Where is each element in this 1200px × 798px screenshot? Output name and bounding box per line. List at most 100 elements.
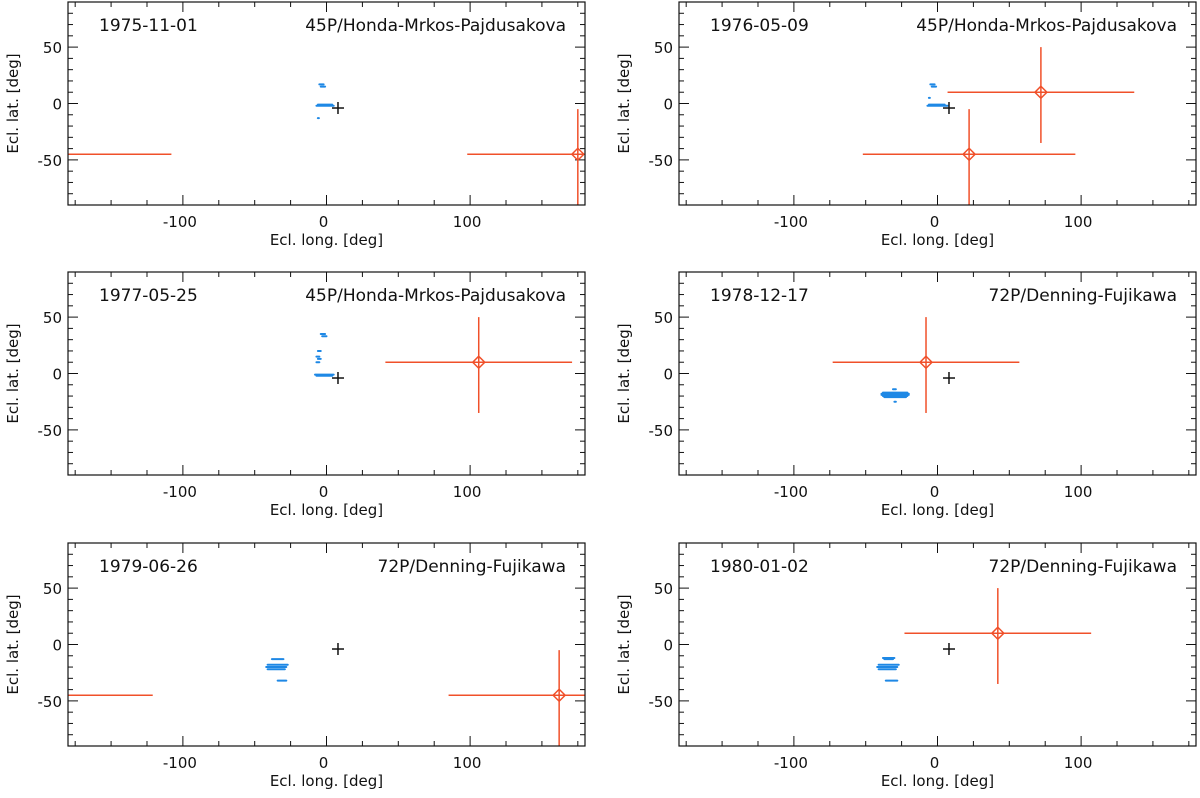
minor-ticks	[679, 543, 1196, 746]
chart-panel-2: -100 0 100 -50 0 50 Ecl. long. [deg] Ecl. lat. …	[615, 1, 1197, 249]
source-1	[68, 650, 585, 746]
chart-panel-6: -100 0 100 -50 0 50 Ecl. long. [deg] Ecl. lat. …	[615, 542, 1197, 790]
y-tick-label: -50	[649, 693, 674, 711]
x-axis-label: Ecl. long. [deg]	[270, 772, 383, 790]
x-tick-label: -100	[163, 483, 197, 501]
source-1	[832, 317, 1020, 413]
x-axis-label: Ecl. long. [deg]	[270, 231, 383, 249]
plot-frame	[678, 542, 1197, 747]
date-label: 1977-05-25	[99, 286, 198, 306]
x-tick-label: 100	[1064, 754, 1093, 772]
plus-marker	[942, 102, 955, 115]
y-tick-label: -50	[649, 152, 674, 170]
plus-marker	[942, 643, 955, 656]
y-tick-label: -50	[38, 152, 63, 170]
y-tick-label: 50	[654, 309, 673, 327]
y-tick-label: 0	[663, 637, 673, 655]
y-tick-label: 0	[663, 96, 673, 114]
diamond-marker	[918, 355, 934, 370]
y-axis-label: Ecl. lat. [deg]	[615, 594, 633, 694]
dust-trails	[880, 388, 910, 403]
x-tick-label: 0	[319, 213, 329, 231]
chart-panel-1: -100 0 100 -50 0 50 Ecl. long. [deg] Ecl. lat. …	[4, 1, 586, 249]
y-axis-label: Ecl. lat. [deg]	[4, 53, 22, 153]
chart-panel-3: -100 0 100 -50 0 50 Ecl. long. [deg] Ecl. lat. …	[4, 271, 586, 519]
y-tick-label: 50	[43, 39, 62, 57]
y-tick-label: 0	[52, 96, 62, 114]
x-tick-label: -100	[163, 754, 197, 772]
x-axis-label: Ecl. long. [deg]	[881, 772, 994, 790]
major-ticks	[679, 2, 1196, 205]
date-label: 1979-06-26	[99, 557, 198, 577]
x-tick-label: 0	[319, 754, 329, 772]
dust-trails	[315, 83, 335, 120]
minor-ticks	[68, 543, 585, 746]
y-tick-label: 50	[43, 580, 62, 598]
x-tick-label: 100	[453, 213, 482, 231]
comet-label: 72P/Denning-Fujikawa	[989, 557, 1178, 577]
chart-panel-5: -100 0 100 -50 0 50 Ecl. long. [deg] Ecl. lat. …	[4, 542, 586, 790]
plus-marker	[942, 372, 955, 385]
diamond-marker	[471, 355, 486, 370]
plus-marker	[331, 102, 344, 115]
source-1	[947, 47, 1135, 143]
x-tick-label: -100	[774, 213, 808, 231]
plot-area	[68, 83, 585, 205]
x-tick-label: -100	[774, 483, 808, 501]
plot-area	[832, 317, 1020, 413]
date-label: 1975-11-01	[99, 16, 198, 36]
major-ticks	[679, 543, 1196, 746]
comet-label: 45P/Honda-Mrkos-Pajdusakova	[916, 16, 1177, 36]
x-tick-label: 100	[453, 483, 482, 501]
source-1	[68, 109, 585, 205]
plot-frame	[67, 271, 586, 476]
x-tick-label: 0	[930, 213, 940, 231]
chart-panel-4: -100 0 100 -50 0 50 Ecl. long. [deg] Ecl. lat. …	[615, 271, 1197, 519]
dust-trails	[265, 658, 289, 682]
minor-ticks	[68, 272, 585, 475]
source-1	[904, 588, 1092, 684]
y-axis-label: Ecl. lat. [deg]	[615, 53, 633, 153]
date-label: 1978-12-17	[710, 286, 809, 306]
y-axis-label: Ecl. lat. [deg]	[4, 323, 22, 423]
x-axis-label: Ecl. long. [deg]	[881, 501, 994, 519]
x-tick-label: 100	[453, 754, 482, 772]
minor-ticks	[679, 2, 1196, 205]
y-tick-label: 50	[43, 309, 62, 327]
y-tick-label: 0	[663, 366, 673, 384]
y-tick-label: -50	[38, 693, 63, 711]
plot-area	[314, 317, 573, 413]
x-tick-label: 0	[930, 483, 940, 501]
major-ticks	[68, 272, 585, 475]
diamond-marker	[990, 626, 1005, 641]
plot-frame	[678, 1, 1197, 206]
y-axis-label: Ecl. lat. [deg]	[4, 594, 22, 694]
diamond-marker	[962, 147, 977, 162]
plot-frame	[67, 542, 586, 747]
y-axis-label: Ecl. lat. [deg]	[615, 323, 633, 423]
x-axis-label: Ecl. long. [deg]	[270, 501, 383, 519]
x-tick-label: 0	[930, 754, 940, 772]
x-tick-label: 100	[1064, 483, 1093, 501]
dust-trails	[314, 333, 335, 377]
comet-label: 45P/Honda-Mrkos-Pajdusakova	[305, 286, 566, 306]
plus-marker	[331, 372, 344, 385]
y-tick-label: 0	[52, 637, 62, 655]
y-tick-label: 50	[654, 580, 673, 598]
diamond-marker	[570, 147, 585, 162]
y-tick-label: 50	[654, 39, 673, 57]
date-label: 1976-05-09	[710, 16, 809, 36]
x-axis-label: Ecl. long. [deg]	[881, 231, 994, 249]
dust-trails	[876, 657, 900, 682]
y-tick-label: -50	[38, 422, 63, 440]
x-tick-label: 100	[1064, 213, 1093, 231]
plot-area	[862, 47, 1135, 205]
plot-area	[68, 643, 585, 746]
x-tick-label: -100	[774, 754, 808, 772]
plot-area	[876, 588, 1092, 684]
diamond-marker	[552, 688, 567, 703]
comet-label: 72P/Denning-Fujikawa	[378, 557, 567, 577]
source-2	[862, 109, 1076, 205]
y-tick-label: -50	[649, 422, 674, 440]
